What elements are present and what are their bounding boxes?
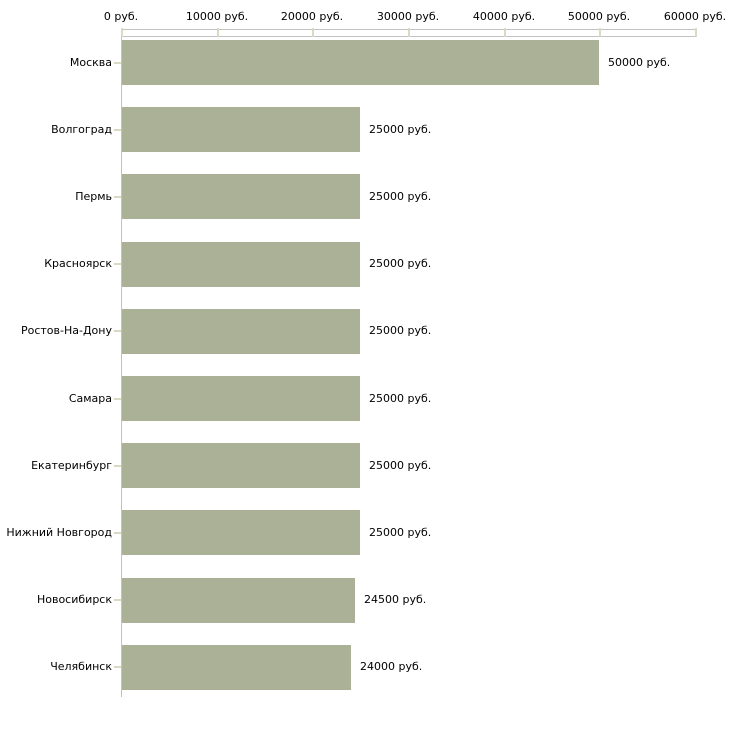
x-axis-tick-mark: [217, 28, 219, 37]
y-axis-tick-mark: [114, 129, 121, 131]
y-axis-tick-mark: [114, 62, 121, 64]
x-axis-tick-mark: [312, 28, 314, 37]
bar-4: [122, 309, 360, 354]
bar-6: [122, 443, 360, 488]
value-label: 24500 руб.: [364, 593, 427, 606]
y-axis-tick-mark: [114, 666, 121, 668]
bar-2: [122, 174, 360, 219]
bar-1: [122, 107, 360, 152]
value-label: 24000 руб.: [360, 660, 423, 673]
y-axis-tick-mark: [114, 263, 121, 265]
x-axis-tick-label: 60000 руб.: [663, 10, 727, 23]
y-axis-line: [121, 36, 122, 697]
x-axis-tick-label: 30000 руб.: [376, 10, 440, 23]
y-axis-tick-mark: [114, 532, 121, 534]
category-label: Челябинск: [50, 660, 112, 673]
category-label: Нижний Новгород: [6, 526, 112, 539]
y-axis-tick-mark: [114, 196, 121, 198]
category-label: Ростов-На-Дону: [20, 324, 112, 337]
category-label: Красноярск: [44, 257, 112, 270]
x-axis-tick-label: 50000 руб.: [567, 10, 631, 23]
category-label: Пермь: [75, 190, 112, 203]
x-axis-tick-mark: [599, 28, 601, 37]
y-axis-tick-mark: [114, 398, 121, 400]
x-axis-tick-mark: [504, 28, 506, 37]
category-label: Самара: [68, 392, 112, 405]
value-label: 25000 руб.: [369, 123, 432, 136]
category-label: Новосибирск: [36, 593, 112, 606]
x-axis-tick-label: 0 руб.: [103, 10, 139, 23]
value-label: 25000 руб.: [369, 190, 432, 203]
value-label: 25000 руб.: [369, 459, 432, 472]
bar-9: [122, 645, 351, 690]
x-axis-tick-mark: [408, 28, 410, 37]
bar-7: [122, 510, 360, 555]
category-label: Екатеринбург: [31, 459, 112, 472]
x-axis-tick-label: 40000 руб.: [472, 10, 536, 23]
bar-3: [122, 242, 360, 287]
category-label: Москва: [69, 56, 112, 69]
x-axis-tick-mark: [695, 28, 697, 37]
x-axis-tick-label: 10000 руб.: [185, 10, 249, 23]
y-axis-tick-mark: [114, 330, 121, 332]
bar-0: [122, 40, 599, 85]
value-label: 25000 руб.: [369, 392, 432, 405]
bar-8: [122, 578, 355, 623]
x-axis-tick-mark: [121, 28, 123, 37]
y-axis-tick-mark: [114, 465, 121, 467]
value-label: 50000 руб.: [608, 56, 671, 69]
y-axis-tick-mark: [114, 599, 121, 601]
value-label: 25000 руб.: [369, 257, 432, 270]
value-label: 25000 руб.: [369, 324, 432, 337]
bar-5: [122, 376, 360, 421]
category-label: Волгоград: [51, 123, 112, 136]
value-label: 25000 руб.: [369, 526, 432, 539]
x-axis-tick-label: 20000 руб.: [280, 10, 344, 23]
